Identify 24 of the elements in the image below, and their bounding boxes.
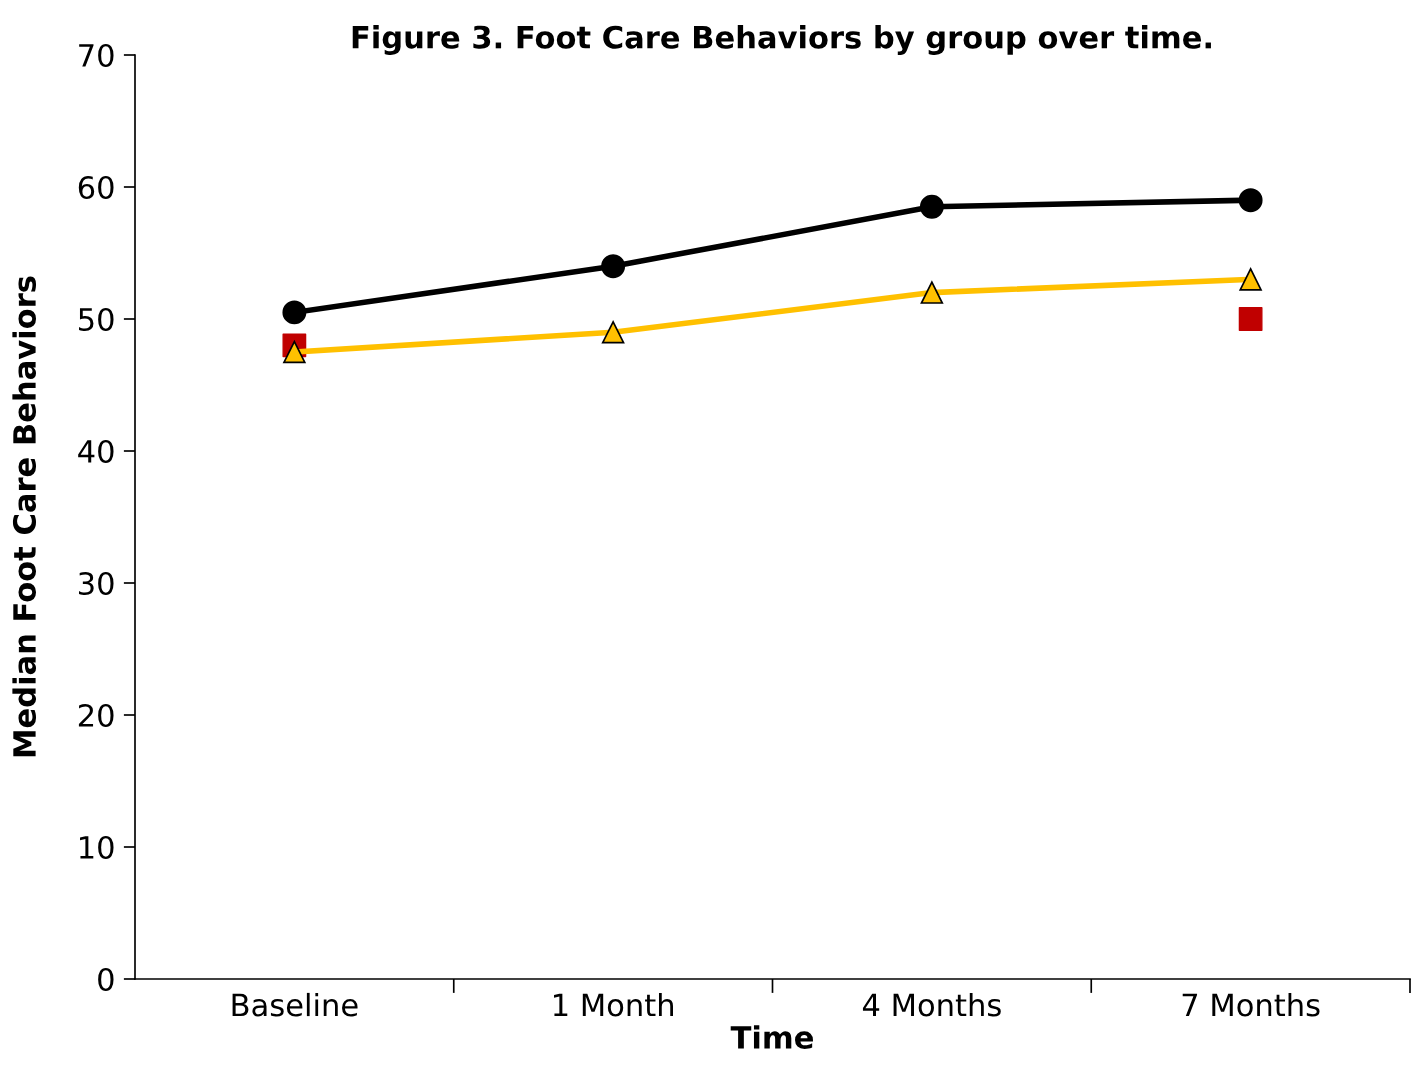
x-tick-label: 1 Month [554,992,673,1017]
y-tick-label: 0 [98,967,114,992]
x-tick-label: 7 Months [1182,992,1320,1017]
y-tick-label: 50 [79,307,114,332]
y-tick-label: 30 [79,571,114,596]
point [919,194,944,219]
point [601,254,626,279]
point [920,281,944,304]
y-tick-label: 10 [80,835,114,860]
point [283,340,306,364]
y-axis-title: Median Foot Care Behaviors [12,276,37,757]
point [1238,188,1263,213]
chart-title: Figure 3. Foot Care Behaviors by group over time. [352,25,1211,55]
point [282,300,307,325]
y-tick-label: 60 [78,175,114,200]
x-axis-title: Time [730,1025,813,1049]
y-tick-label: 70 [79,43,114,68]
y-tick-label: 40 [78,439,114,464]
point [1239,268,1262,291]
x-tick-label: 4 Months [862,992,1001,1017]
point [1238,307,1263,331]
point [601,320,625,344]
y-tick-label: 20 [78,703,114,728]
x-tick-label: Baseline [232,992,358,1017]
